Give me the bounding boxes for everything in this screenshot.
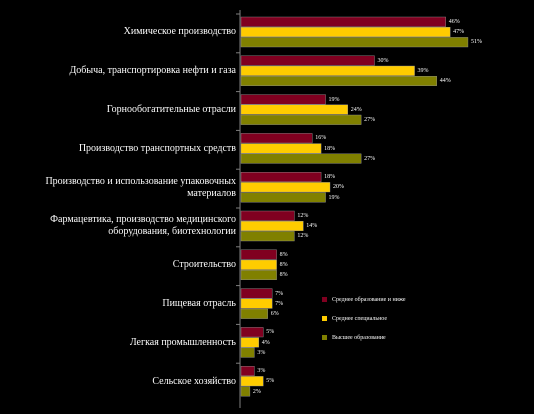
bar [240, 27, 451, 38]
category-label: Производство транспортных средств [78, 142, 236, 154]
bar-value-label: 5% [266, 329, 275, 336]
bar [240, 298, 273, 309]
bar-value-label: 7% [275, 300, 284, 307]
legend-swatch [322, 297, 327, 302]
bar [240, 210, 295, 221]
bar [240, 386, 251, 397]
category-label: Производство и использование упаковочных… [45, 175, 236, 199]
bar-value-label: 5% [266, 378, 275, 385]
bar-value-label: 46% [448, 19, 460, 25]
bar [240, 192, 326, 203]
bar [240, 327, 264, 338]
bar [240, 114, 362, 125]
bar [240, 182, 331, 193]
bar [240, 376, 264, 387]
bar-value-label: 20% [333, 184, 344, 191]
bar-value-label: 19% [328, 96, 340, 103]
bar-value-label: 16% [315, 135, 327, 142]
bar-value-label: 44% [439, 78, 451, 85]
bar-value-label: 4% [261, 339, 270, 346]
legend-item: Высшее образование [322, 334, 462, 344]
bar-value-label: 19% [328, 194, 340, 201]
bar-value-label: 8% [279, 251, 288, 258]
legend-item: Среднее образование и ниже [322, 296, 462, 306]
bar [240, 249, 277, 260]
bar [240, 231, 295, 242]
legend-item: Среднее специальное [322, 315, 462, 325]
bar-value-label: 51% [470, 39, 482, 46]
bar [240, 337, 259, 348]
bar [240, 259, 277, 270]
category-label: Горнообогатительные отрасли [106, 103, 236, 115]
category-label: Фармацевтика, производство медицинского … [50, 214, 236, 238]
bar [240, 171, 322, 182]
bar-value-label: 8% [279, 262, 288, 268]
bar [240, 94, 326, 105]
bar [240, 133, 313, 144]
legend-label: Высшее образование [332, 335, 386, 341]
category-label: Химическое производство [123, 26, 236, 38]
legend-label: Среднее специальное [332, 316, 388, 322]
bar-value-label: 12% [297, 233, 309, 240]
bar [240, 55, 375, 66]
bar [240, 308, 268, 319]
bar [240, 65, 415, 76]
legend-swatch [322, 335, 327, 340]
bar-value-label: 7% [275, 290, 284, 297]
bar [240, 75, 438, 86]
category-label: Легкая промышленность [129, 336, 236, 348]
bar [240, 37, 469, 48]
bar-value-label: 8% [279, 272, 288, 279]
bar-value-label: 47% [453, 29, 465, 36]
bar [240, 366, 255, 377]
bar-value-label: 24% [350, 106, 362, 113]
bar [240, 347, 255, 358]
bar-value-label: 12% [297, 213, 309, 219]
category-label: Добыча, транспортировка нефти и газа [69, 65, 236, 77]
bar-value-label: 39% [417, 68, 429, 74]
bar [240, 143, 322, 154]
bar [240, 288, 273, 299]
bar [240, 270, 277, 281]
bar [240, 104, 349, 115]
bar [240, 16, 446, 27]
bar-value-label: 30% [377, 57, 389, 64]
bar-value-label: 18% [324, 145, 336, 152]
bar-value-label: 27% [364, 155, 376, 162]
bar [240, 220, 304, 231]
legend-swatch [322, 316, 327, 321]
bar-value-label: 3% [257, 368, 266, 375]
category-label: Сельское хозяйство [152, 375, 236, 387]
bar-value-label: 3% [257, 349, 266, 356]
category-label: Пищевая отрасль [162, 297, 236, 309]
bar [240, 153, 362, 164]
bar-value-label: 18% [324, 174, 336, 181]
category-label: Строительство [172, 259, 236, 271]
bar-value-label: 2% [252, 388, 261, 395]
bar-value-label: 14% [306, 223, 318, 230]
bar-value-label: 27% [364, 117, 376, 123]
bar-value-label: 6% [270, 311, 279, 317]
legend-label: Среднее образование и ниже [332, 297, 406, 303]
